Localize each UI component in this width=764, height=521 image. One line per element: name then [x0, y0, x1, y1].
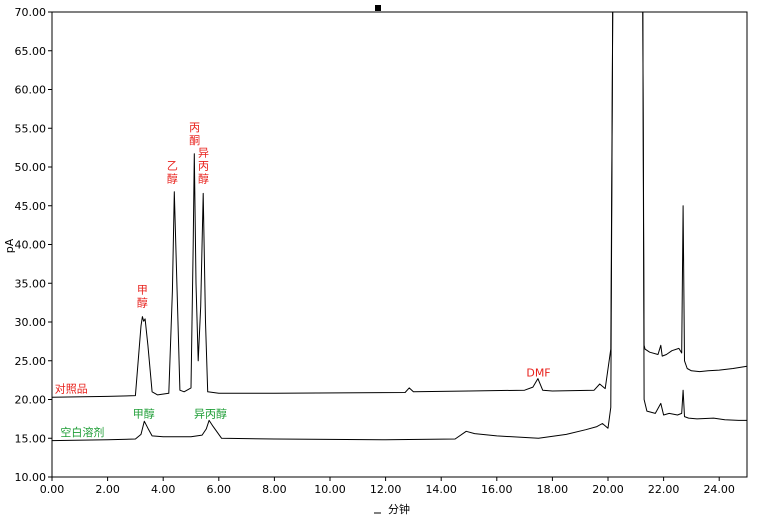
y-tick-label: 35.00: [15, 277, 47, 290]
series-name-label: 空白溶剂: [60, 425, 104, 439]
x-tick-label: 12.00: [370, 483, 402, 496]
y-tick-label: 60.00: [15, 84, 47, 97]
peak-label-char: 醇: [137, 296, 148, 310]
y-tick-label: 45.00: [15, 200, 47, 213]
x-tick-label: 0.00: [40, 483, 65, 496]
x-tick-label: 24.00: [703, 483, 735, 496]
series-line-reference: [51, 11, 748, 398]
x-tick-label: 20.00: [592, 483, 624, 496]
x-axis-label: 分钟: [388, 502, 410, 516]
y-tick-label: 70.00: [15, 6, 47, 19]
series-layer: [51, 11, 748, 442]
series-line-blank: [51, 11, 747, 442]
x-tick-label: 16.00: [481, 483, 513, 496]
y-tick-label: 40.00: [15, 239, 47, 252]
peak-label: 异丙醇: [194, 406, 227, 420]
peak-label-char: 异: [198, 147, 209, 160]
peak-label: 乙醇: [167, 160, 178, 186]
y-tick-label: 55.00: [15, 122, 47, 135]
peak-label-char: 乙: [167, 160, 178, 173]
peak-label-char: 醇: [198, 172, 209, 186]
x-tick-label: 22.00: [648, 483, 680, 496]
y-tick-label: 50.00: [15, 161, 47, 174]
peak-label: 异丙醇: [198, 147, 209, 186]
y-tick-label: 10.00: [15, 471, 47, 484]
y-tick-label: 25.00: [15, 355, 47, 368]
top-marker: [375, 5, 381, 11]
peak-label-char: 丙: [189, 121, 200, 134]
x-tick-label: 6.00: [207, 483, 232, 496]
peak-label: 丙酮: [189, 121, 200, 147]
x-tick-label: 4.00: [151, 483, 176, 496]
x-tick-label: 14.00: [425, 483, 457, 496]
y-axis-label: pA: [3, 238, 16, 253]
peak-label-char: 醇: [167, 172, 178, 186]
peak-label-char: 甲: [137, 284, 148, 297]
y-tick-label: 20.00: [15, 394, 47, 407]
series-name-label: 对照品: [55, 382, 88, 396]
y-tick-label: 15.00: [15, 432, 47, 445]
y-tick-label: 30.00: [15, 316, 47, 329]
y-tick-label: 65.00: [15, 45, 47, 58]
peak-label: 甲醇: [137, 284, 148, 310]
peak-label: DMF: [526, 366, 550, 379]
x-axis-label-group: 分钟: [374, 502, 410, 516]
x-tick-label: 18.00: [537, 483, 569, 496]
axis-ticks: 10.00 15.00 20.00 25.00 30.00 35.00 40.00 45.00…: [15, 6, 735, 496]
x-tick-label: 8.00: [262, 483, 287, 496]
peak-label: 甲醇: [133, 406, 155, 420]
peak-label-char: 酮: [189, 134, 200, 147]
plot-area: [51, 11, 748, 478]
x-tick-label: 2.00: [95, 483, 120, 496]
peak-label-char: 丙: [198, 160, 209, 173]
x-tick-label: 10.00: [314, 483, 346, 496]
